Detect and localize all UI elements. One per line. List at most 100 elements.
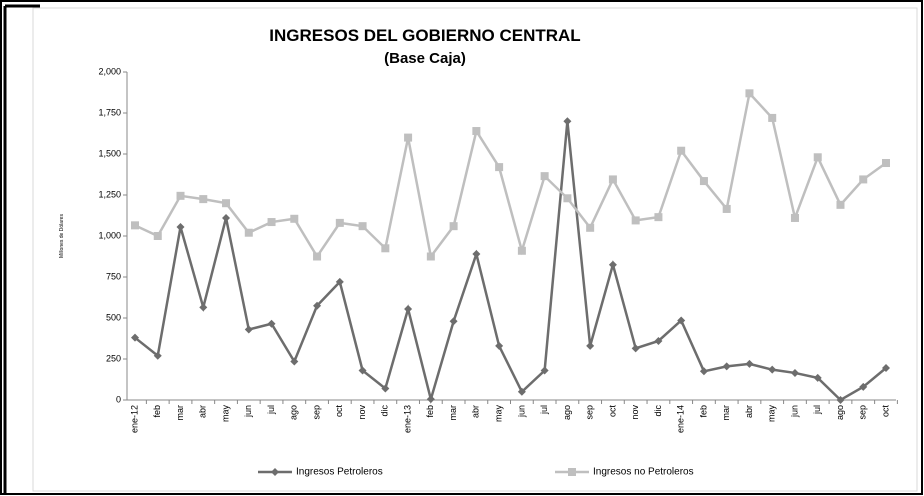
x-tick-label: jun bbox=[789, 405, 799, 418]
data-point bbox=[176, 191, 185, 200]
y-tick-label: 250 bbox=[106, 353, 121, 363]
x-tick-label: nov bbox=[630, 405, 640, 420]
data-point bbox=[290, 357, 299, 366]
data-point bbox=[540, 172, 549, 181]
x-tick-label: mar bbox=[721, 405, 731, 421]
data-point bbox=[176, 222, 185, 231]
x-tick-label: abr bbox=[198, 405, 208, 418]
series-line bbox=[134, 90, 887, 260]
data-point bbox=[790, 368, 799, 377]
x-tick-label: sep bbox=[858, 405, 868, 420]
data-point bbox=[244, 228, 253, 237]
data-point bbox=[313, 301, 322, 310]
y-tick-label: 1,500 bbox=[98, 148, 121, 158]
y-tick-label: 1,250 bbox=[98, 189, 121, 199]
x-tick-label: oct bbox=[607, 405, 617, 418]
y-tick-label: 0 bbox=[116, 394, 121, 404]
data-point bbox=[768, 113, 777, 122]
legend-marker bbox=[568, 468, 576, 476]
data-point bbox=[882, 364, 890, 373]
series-line bbox=[134, 121, 887, 404]
x-tick-label: jun bbox=[516, 405, 526, 418]
x-tick-label: oct bbox=[334, 405, 344, 418]
x-tick-label: may bbox=[767, 405, 777, 423]
data-point bbox=[813, 153, 822, 162]
data-point bbox=[153, 351, 162, 360]
data-point bbox=[859, 382, 868, 391]
x-tick-label: jun bbox=[243, 405, 253, 418]
data-point bbox=[813, 373, 822, 382]
data-point bbox=[882, 159, 890, 168]
x-tick-label: jul bbox=[539, 405, 549, 415]
data-point bbox=[722, 204, 731, 213]
x-tick-label: ago bbox=[289, 405, 299, 420]
data-point bbox=[267, 218, 276, 227]
data-point bbox=[131, 333, 139, 342]
x-tick-label: abr bbox=[744, 405, 754, 418]
x-tick-label: jul bbox=[812, 405, 822, 415]
data-point bbox=[722, 362, 731, 371]
data-point bbox=[404, 133, 413, 142]
y-tick-label: 1,750 bbox=[98, 107, 121, 117]
legend-label: Ingresos no Petroleros bbox=[593, 467, 694, 478]
x-tick-label: ene-13 bbox=[402, 405, 412, 433]
x-tick-label: ago bbox=[835, 405, 845, 420]
data-point bbox=[472, 127, 481, 136]
y-tick-label: 2,000 bbox=[98, 66, 121, 76]
data-point bbox=[586, 341, 595, 350]
data-point bbox=[335, 218, 344, 227]
data-point bbox=[631, 344, 640, 353]
x-tick-label: mar bbox=[448, 405, 458, 421]
x-tick-label: abr bbox=[471, 405, 481, 418]
data-point bbox=[426, 395, 435, 404]
data-point bbox=[426, 252, 435, 261]
data-point bbox=[745, 359, 754, 368]
data-point bbox=[790, 213, 799, 222]
x-tick-label: sep bbox=[585, 405, 595, 420]
data-point bbox=[381, 384, 390, 393]
x-tick-label: jul bbox=[266, 405, 276, 415]
data-point bbox=[449, 222, 458, 231]
data-point bbox=[495, 341, 504, 350]
x-tick-label: feb bbox=[425, 405, 435, 418]
data-point bbox=[699, 177, 708, 186]
data-point bbox=[677, 146, 686, 155]
data-point bbox=[199, 303, 208, 312]
data-point bbox=[517, 387, 526, 396]
data-point bbox=[586, 223, 595, 232]
data-point bbox=[290, 214, 299, 223]
legend-marker bbox=[271, 468, 279, 476]
y-tick-label: 750 bbox=[106, 271, 121, 281]
data-point bbox=[745, 89, 754, 98]
data-point bbox=[449, 317, 458, 326]
data-point bbox=[199, 195, 208, 204]
data-point bbox=[608, 175, 617, 184]
x-tick-label: may bbox=[493, 405, 503, 423]
data-point bbox=[267, 319, 276, 328]
x-tick-label: dic bbox=[380, 405, 390, 417]
data-point bbox=[768, 365, 777, 374]
data-point bbox=[358, 222, 367, 231]
data-point bbox=[677, 316, 686, 325]
data-point bbox=[699, 367, 708, 376]
data-point bbox=[335, 277, 344, 286]
data-point bbox=[836, 200, 845, 209]
chart-title: INGRESOS DEL GOBIERNO CENTRAL bbox=[269, 26, 580, 45]
data-point bbox=[244, 325, 253, 334]
data-point bbox=[358, 366, 367, 375]
legend-label: Ingresos Petroleros bbox=[296, 467, 383, 478]
data-point bbox=[563, 194, 572, 203]
x-tick-label: feb bbox=[698, 405, 708, 418]
x-tick-label: nov bbox=[357, 405, 367, 420]
data-point bbox=[222, 199, 231, 208]
y-tick-label: 1,000 bbox=[98, 230, 121, 240]
x-tick-label: may bbox=[220, 405, 230, 423]
data-point bbox=[836, 396, 845, 404]
plot-frame bbox=[32, 7, 918, 492]
data-point bbox=[472, 250, 481, 259]
x-tick-label: mar bbox=[175, 405, 185, 421]
data-point bbox=[131, 221, 139, 230]
data-point bbox=[495, 163, 504, 172]
